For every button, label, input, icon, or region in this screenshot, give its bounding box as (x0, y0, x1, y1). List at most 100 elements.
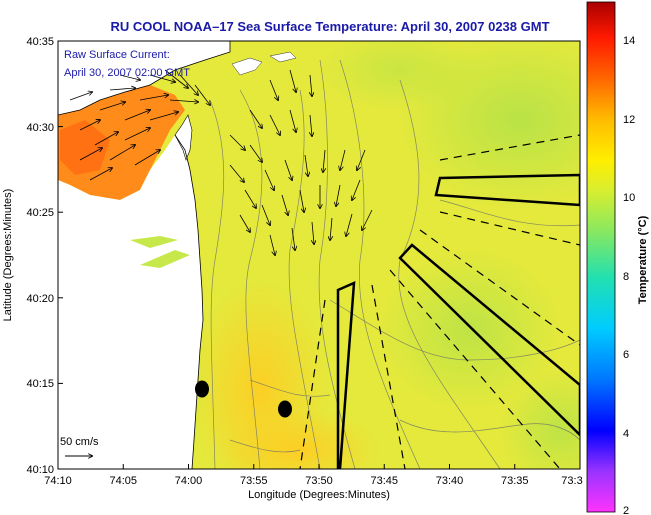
current-vector (249, 144, 262, 162)
current-vector (124, 110, 150, 121)
current-vector (244, 189, 256, 208)
current-vectors (69, 69, 373, 255)
y-axis-label: Latitude (Degrees:Minutes) (2, 189, 14, 322)
land-island (269, 51, 297, 63)
lane-boundary-dashed (439, 134, 580, 161)
current-vector (239, 214, 250, 232)
y-tick-label: 40:15 (26, 378, 54, 390)
current-vector (164, 69, 188, 88)
lane-boundary-dashed (371, 284, 406, 469)
current-vector (109, 145, 135, 161)
colorbar: 14 12 10 8 6 4 2 Temperature (°C) (586, 1, 649, 515)
y-tick-label: 40:30 (26, 122, 54, 134)
colorbar-label: Temperature (°C) (637, 215, 649, 304)
colorbar-tick-label: 6 (623, 349, 629, 361)
x-tick-label: 74:05 (109, 475, 137, 487)
current-vector (269, 234, 275, 255)
x-tick-label: 73:55 (240, 475, 268, 487)
legend-scale-label: 50 cm/s (60, 436, 99, 448)
current-vector (304, 154, 308, 176)
current-vector (362, 209, 373, 230)
current-vector (229, 134, 245, 150)
current-vector (194, 84, 210, 105)
current-vector (352, 179, 361, 200)
colorbar-tick-label: 14 (623, 35, 635, 47)
y-tick-label: 40:10 (26, 464, 54, 476)
current-vector (134, 150, 160, 166)
ship-lanes (299, 134, 580, 469)
x-tick-label: 73:45 (370, 475, 398, 487)
current-vector (330, 217, 332, 240)
lane-boundary-dashed (299, 299, 326, 469)
current-vector (312, 221, 314, 244)
current-vector (269, 114, 280, 135)
current-vector (336, 184, 341, 206)
current-vector (284, 159, 292, 180)
colorbar-gradient (586, 1, 616, 513)
coastline-north (58, 41, 231, 116)
current-vector (79, 148, 102, 161)
coastal-water-patch (140, 250, 190, 268)
lane-boundary-dashed (439, 211, 580, 246)
coastal-water-patch (130, 236, 178, 248)
colorbar-tick-label: 12 (623, 114, 635, 126)
current-vector (149, 74, 175, 82)
colorbar-tick-label: 10 (623, 192, 635, 204)
colorbar-tick-label: 2 (623, 505, 629, 515)
current-vector (346, 213, 353, 236)
ship-lane-east (434, 173, 580, 207)
lane-boundary-dashed (419, 229, 580, 346)
x-tick-label: 73:3 (561, 475, 582, 487)
mooring-dot (195, 380, 209, 398)
land-sandy-hook (174, 114, 193, 161)
current-vector (99, 102, 125, 111)
y-tick-label: 40:20 (26, 293, 54, 305)
current-vector (340, 149, 346, 170)
bathymetry-contours (209, 59, 580, 469)
current-vector (289, 109, 296, 132)
green-water-patch (500, 370, 580, 469)
coastline-nj (174, 134, 204, 469)
current-vector (249, 109, 262, 128)
legend-current-title: Raw Surface Current: (64, 49, 170, 61)
mooring-dot (278, 400, 292, 418)
map-plot-area (58, 41, 580, 469)
current-vector (264, 169, 274, 190)
current-vector (109, 88, 135, 90)
green-water-patch (320, 41, 480, 110)
y-axis: 40:35 40:30 40:25 40:20 40:15 40:10 (26, 36, 63, 476)
x-tick-label: 73:35 (501, 475, 529, 487)
current-vector (139, 95, 168, 101)
figure-title: RU COOL NOAA–17 Sea Surface Temperature:… (110, 19, 549, 34)
raritan-bay-hot-patch (60, 120, 110, 175)
current-vector (79, 120, 100, 131)
colorbar-tick-label: 8 (623, 271, 629, 283)
current-vector (281, 194, 288, 215)
current-vector (229, 164, 244, 182)
current-vector (261, 204, 270, 225)
land-island (231, 57, 263, 76)
x-axis-label: Longitude (Degrees:Minutes) (248, 489, 390, 501)
current-vector (357, 149, 366, 170)
current-vector (299, 189, 304, 212)
current-vector (289, 69, 296, 92)
current-vector (94, 132, 118, 146)
y-tick-label: 40:35 (26, 36, 54, 48)
ship-lane-south (336, 281, 356, 469)
current-vector (269, 79, 278, 100)
current-vector (89, 168, 112, 181)
current-vector (310, 74, 312, 96)
current-vector (149, 112, 178, 121)
y-tick-label: 40:25 (26, 207, 54, 219)
land-new-jersey (58, 135, 203, 469)
current-vector (323, 149, 325, 172)
ship-lane-southeast (398, 243, 580, 437)
x-tick-label: 73:50 (305, 475, 333, 487)
legend-current-time: April 30, 2007 02:00 GMT (64, 67, 190, 79)
x-tick-label: 74:00 (175, 475, 203, 487)
current-vector (179, 74, 198, 95)
current-vector (169, 100, 198, 102)
current-vector (69, 92, 92, 101)
lane-boundary-dashed (389, 269, 561, 469)
